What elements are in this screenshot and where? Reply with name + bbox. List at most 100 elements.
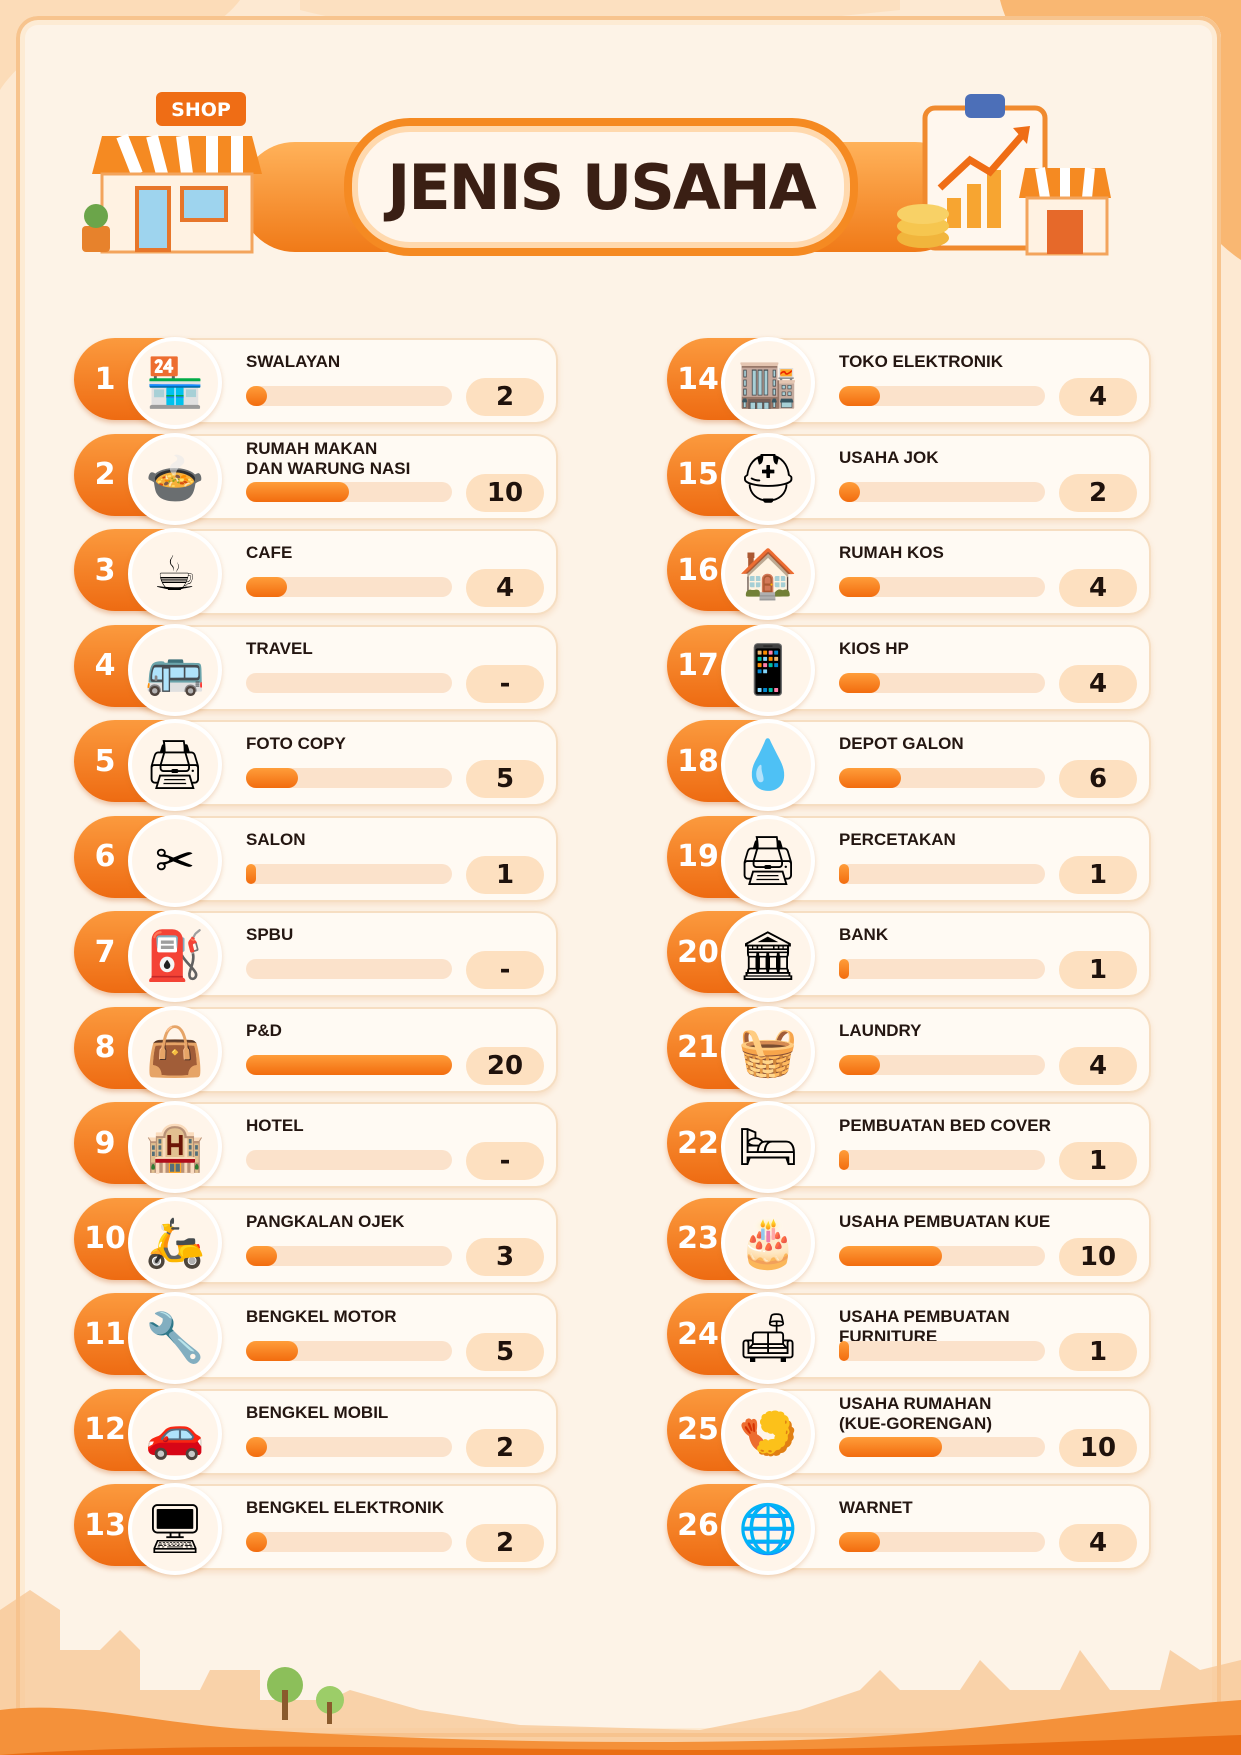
business-row-2: 2 🍲 RUMAH MAKAN DAN WARUNG NASI 10 bbox=[74, 432, 558, 525]
progress-fill bbox=[246, 577, 288, 597]
progress-fill bbox=[246, 481, 349, 502]
row-number: 10 bbox=[84, 1221, 126, 1256]
armchair-icon: 🛋 bbox=[721, 1292, 815, 1384]
business-label: KIOS HP bbox=[839, 638, 909, 658]
progress-fill bbox=[246, 863, 257, 884]
fried-snacks-icon: 🍤 bbox=[721, 1387, 815, 1480]
business-label: RUMAH MAKAN DAN WARUNG NASI bbox=[246, 438, 411, 478]
shop-sign-text: SHOP bbox=[171, 99, 231, 121]
business-row-13: 13 🖥 BENGKEL ELEKTRONIK 2 bbox=[74, 1483, 558, 1575]
row-number: 24 bbox=[677, 1316, 719, 1352]
progress-track bbox=[246, 1245, 452, 1266]
row-number: 9 bbox=[94, 1125, 116, 1161]
business-row-6: 6 ✂ SALON 1 bbox=[74, 814, 558, 907]
row-number: 22 bbox=[677, 1125, 719, 1161]
progress-fill bbox=[246, 1341, 298, 1361]
growth-chart-illustration-icon bbox=[897, 94, 1111, 256]
count-badge: 5 bbox=[466, 1333, 544, 1371]
count-badge: 6 bbox=[1059, 760, 1137, 798]
business-row-24: 24 🛋 USAHA PEMBUATAN FURNITURE 1 bbox=[667, 1292, 1151, 1384]
row-number: 25 bbox=[677, 1412, 719, 1447]
business-label: SPBU bbox=[246, 925, 294, 944]
progress-fill bbox=[246, 1054, 452, 1075]
progress-track bbox=[246, 1054, 452, 1075]
progress-track bbox=[839, 1150, 1045, 1170]
business-label: PEMBUATAN BED COVER bbox=[839, 1116, 1051, 1135]
count-badge: 1 bbox=[1059, 951, 1137, 989]
progress-track bbox=[839, 577, 1045, 597]
business-label: BENGKEL ELEKTRONIK bbox=[246, 1498, 445, 1517]
progress-track bbox=[839, 1532, 1045, 1552]
printer-icon: 🖨 bbox=[721, 814, 815, 907]
progress-track bbox=[839, 1054, 1045, 1075]
count-badge: 1 bbox=[1059, 1333, 1137, 1371]
row-number: 15 bbox=[677, 457, 719, 492]
row-number: 21 bbox=[677, 1030, 719, 1065]
count-badge: 10 bbox=[1059, 1428, 1137, 1467]
count-badge: 2 bbox=[466, 1524, 544, 1562]
progress-fill bbox=[839, 1054, 881, 1075]
count-badge: - bbox=[466, 951, 544, 989]
row-number: 20 bbox=[677, 934, 719, 970]
phone-icon: 📱 bbox=[721, 623, 815, 716]
progress-track bbox=[246, 1341, 452, 1361]
count-badge: 4 bbox=[466, 569, 544, 607]
business-label: P&D bbox=[246, 1020, 282, 1040]
progress-fill bbox=[246, 386, 267, 406]
row-number: 13 bbox=[84, 1507, 126, 1543]
house-icon: 🏠 bbox=[721, 528, 815, 620]
progress-fill bbox=[839, 1341, 850, 1361]
hotel-building-icon: 🏨 bbox=[128, 1101, 222, 1193]
row-number: 26 bbox=[677, 1507, 719, 1543]
progress-fill bbox=[839, 386, 881, 406]
count-badge: 10 bbox=[1059, 1237, 1137, 1276]
progress-fill bbox=[246, 1245, 277, 1266]
monitor-icon: 🖥 bbox=[128, 1483, 222, 1575]
count-badge: 5 bbox=[466, 760, 544, 798]
business-label: SWALAYAN bbox=[246, 352, 341, 371]
business-label: TRAVEL bbox=[246, 638, 313, 658]
business-row-11: 11 🔧 BENGKEL MOTOR 5 bbox=[74, 1292, 558, 1384]
bed-icon: 🛏 bbox=[721, 1101, 815, 1193]
row-number: 7 bbox=[94, 934, 116, 970]
row-number: 17 bbox=[677, 648, 719, 683]
business-row-17: 17 📱 KIOS HP 4 bbox=[667, 623, 1151, 716]
row-number: 1 bbox=[94, 361, 116, 397]
wrench-icon: 🔧 bbox=[128, 1292, 222, 1384]
progress-track bbox=[246, 577, 452, 597]
cake-icon: 🎂 bbox=[721, 1196, 815, 1289]
progress-fill bbox=[839, 481, 860, 502]
progress-track bbox=[839, 481, 1045, 502]
row-number: 16 bbox=[677, 552, 719, 588]
business-row-16: 16 🏠 RUMAH KOS 4 bbox=[667, 528, 1151, 620]
business-row-26: 26 🌐 WARNET 4 bbox=[667, 1483, 1151, 1575]
business-label: USAHA JOK bbox=[839, 447, 939, 467]
progress-track bbox=[839, 1245, 1045, 1266]
progress-fill bbox=[246, 768, 298, 788]
progress-track bbox=[839, 386, 1045, 406]
page-title-pill: JENIS USAHA bbox=[352, 126, 850, 248]
progress-track bbox=[246, 672, 452, 693]
shopping-bag-icon: 👜 bbox=[128, 1005, 222, 1098]
progress-fill bbox=[839, 768, 901, 788]
car-icon: 🚗 bbox=[128, 1387, 222, 1480]
business-label: BANK bbox=[839, 925, 889, 944]
row-number: 4 bbox=[94, 648, 116, 683]
business-row-25: 25 🍤 USAHA RUMAHAN (KUE-GORENGAN) 10 bbox=[667, 1387, 1151, 1480]
market-stall-icon: 🏪 bbox=[128, 337, 222, 429]
business-label: HOTEL bbox=[246, 1116, 304, 1135]
business-label: WARNET bbox=[839, 1498, 913, 1517]
row-number: 14 bbox=[677, 361, 719, 397]
business-label: LAUNDRY bbox=[839, 1020, 922, 1040]
business-row-15: 15 ⛑ USAHA JOK 2 bbox=[667, 432, 1151, 525]
globe-wifi-icon: 🌐 bbox=[721, 1483, 815, 1575]
business-label: PANGKALAN OJEK bbox=[246, 1211, 405, 1231]
count-badge: 2 bbox=[1059, 473, 1137, 512]
business-row-9: 9 🏨 HOTEL - bbox=[74, 1101, 558, 1193]
business-label: RUMAH KOS bbox=[839, 543, 944, 562]
progress-track bbox=[839, 863, 1045, 884]
business-label: BENGKEL MOTOR bbox=[246, 1307, 397, 1326]
business-label: CAFE bbox=[246, 543, 293, 562]
business-label: PERCETAKAN bbox=[839, 829, 956, 849]
copier-icon: 🖨 bbox=[128, 719, 222, 811]
